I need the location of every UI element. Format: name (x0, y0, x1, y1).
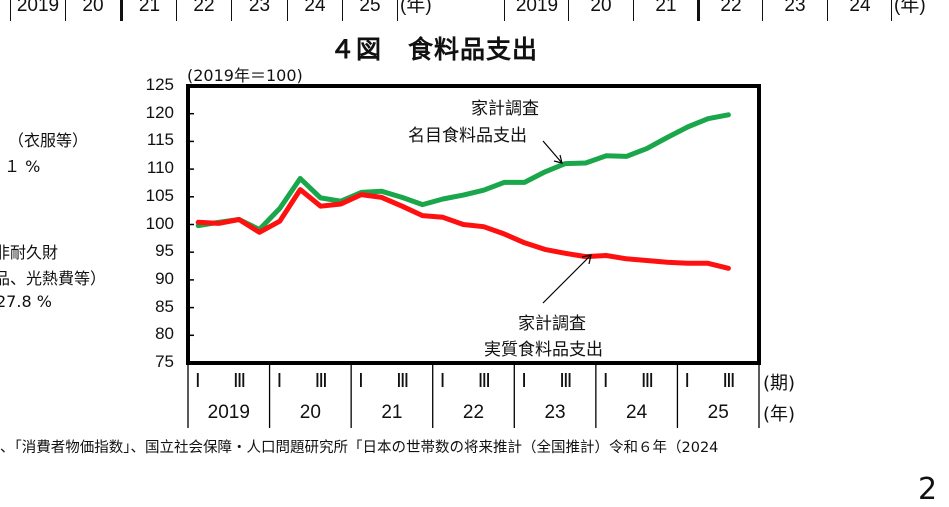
year-label: 20 (590, 0, 612, 16)
year-label: 2019 (207, 402, 250, 423)
quarter-label-3: Ⅲ (722, 371, 736, 392)
nominal-series-label-line2: 名目食料品支出 (408, 126, 527, 146)
real-arrow-icon (542, 254, 592, 304)
axis-separator (10, 0, 11, 21)
quarter-label-3: Ⅲ (233, 371, 247, 392)
year-label: 20 (299, 402, 321, 423)
y-tick-label: 110 (146, 158, 174, 178)
left-panel-text: 非耐久財 (0, 243, 59, 262)
axis-separator (697, 0, 700, 21)
base-year-note: (2019年＝100) (187, 66, 303, 85)
year-label: 21 (138, 0, 161, 16)
top-axis-right-fragment: 2019 20 21 22 23 24 (年) (500, 0, 949, 22)
axis-separator (633, 0, 634, 21)
period-unit-label: (期) (763, 373, 796, 394)
nominal-label-line1: 家計調査 (471, 99, 539, 119)
y-tick-label: 75 (155, 352, 174, 371)
axis-separator (176, 0, 177, 21)
top-axis-left-fragment: 2019 20 21 22 23 24 25 (年) (0, 0, 470, 22)
axis-separator (231, 0, 232, 21)
year-label: 21 (381, 402, 403, 423)
axis-separator (891, 0, 892, 21)
y-tick-label: 90 (155, 268, 174, 288)
year-label: 23 (784, 0, 806, 16)
year-unit: (年) (400, 0, 432, 16)
left-panel-text: （衣服等） (8, 131, 89, 150)
x-axis (187, 363, 760, 428)
y-tick-label: 80 (155, 324, 174, 344)
quarter-label-1: Ⅰ (195, 371, 201, 392)
year-unit-label: (年) (763, 404, 796, 425)
year-label: 25 (359, 0, 381, 16)
year-label: 23 (544, 402, 566, 423)
year-label: 2019 (16, 0, 60, 16)
y-tick-label: 95 (155, 241, 174, 261)
quarter-label-1: Ⅰ (602, 371, 609, 392)
quarter-label-3: Ⅲ (477, 371, 491, 392)
y-axis-labels: 75 80 85 90 95 100 105 110 115 120 125 (130, 0, 174, 400)
y-tick-label: 100 (145, 213, 174, 233)
real-food-expenditure-line (195, 187, 731, 271)
year-label: 20 (82, 0, 104, 16)
y-tick-label: 120 (145, 102, 174, 122)
year-label: 2019 (515, 0, 559, 16)
quarter-label-1: Ⅰ (521, 371, 527, 392)
quarter-label-3: Ⅲ (314, 371, 328, 392)
year-label: 22 (720, 0, 742, 16)
quarter-label-1: Ⅰ (684, 371, 691, 392)
quarter-label-1: Ⅰ (439, 371, 446, 392)
y-tick-label: 85 (155, 296, 174, 316)
real-series-label-line1: 家計調査 (518, 314, 586, 334)
quarter-label-1: Ⅰ (276, 371, 283, 392)
plot-frame (186, 84, 761, 365)
axis-separator (397, 0, 398, 21)
axis-separator (287, 0, 288, 21)
year-label: 24 (626, 402, 648, 423)
quarter-label-1: Ⅰ (358, 371, 364, 392)
quarter-label-3: Ⅲ (640, 371, 654, 392)
nominal-series-label: 家計調査 (440, 94, 570, 119)
y-tick-label: 125 (145, 75, 174, 94)
axis-separator (65, 0, 66, 21)
year-label: 25 (707, 402, 729, 423)
nominal-food-expenditure-line (195, 112, 731, 232)
nominal-arrow-icon (542, 140, 563, 164)
axis-separator (342, 0, 343, 21)
year-label: 24 (849, 0, 871, 16)
y-tick-label: 105 (145, 185, 174, 205)
year-unit: (年) (894, 0, 926, 16)
axis-separator (568, 0, 569, 21)
axis-separator (762, 0, 763, 21)
source-note: 、「消費者物価指数」、国立社会保障・人口問題研究所「日本の世帯数の将来推計（全国… (0, 440, 719, 456)
figure-title: ４図 食料品支出 (330, 35, 539, 64)
quarter-label-3: Ⅲ (396, 371, 410, 392)
axis-separator (504, 0, 505, 21)
left-panel-text: 品、光熱費等） (0, 269, 107, 288)
real-series-label-line2: 実質食料品支出 (484, 340, 603, 360)
left-panel-text: 27.8 % (0, 292, 52, 311)
year-label: 24 (304, 0, 326, 16)
quarter-label-3: Ⅲ (559, 371, 573, 392)
axis-separator (120, 0, 123, 21)
year-label: 23 (248, 0, 271, 16)
left-panel-text: １ % (4, 157, 41, 176)
page-number: 2 (918, 472, 938, 507)
year-label: 22 (193, 0, 215, 16)
year-label: 22 (462, 402, 485, 423)
y-tick-label: 115 (146, 130, 174, 150)
year-label: 21 (655, 0, 677, 16)
axis-separator (827, 0, 828, 21)
